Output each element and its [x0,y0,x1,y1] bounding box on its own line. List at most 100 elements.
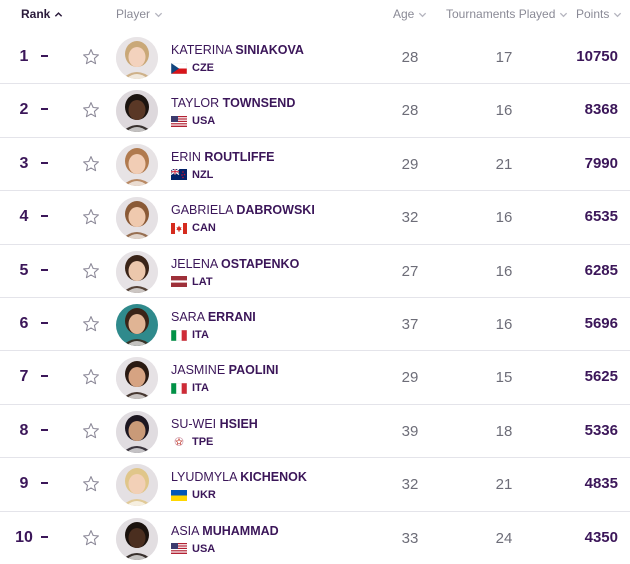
rank-movement-indicator [41,322,48,324]
player-age: 33 [401,529,419,547]
player-name-link[interactable]: ASIA MUHAMMAD [171,524,279,538]
player-avatar[interactable] [116,197,158,240]
table-row[interactable]: 3 ERIN ROUTLIFFE NZL 29 21 7990 [0,138,630,192]
player-avatar[interactable] [116,357,158,400]
player-country: TPE [171,436,213,448]
favorite-star-icon[interactable] [82,475,100,493]
player-age: 28 [401,49,419,66]
player-name-link[interactable]: SU-WEI HSIEH [171,417,258,431]
country-code: ITA [192,382,209,395]
country-flag-icon [171,489,187,501]
player-last-name: SINIAKOVA [235,43,304,57]
player-name-link[interactable]: GABRIELA DABROWSKI [171,203,315,217]
player-avatar[interactable] [116,250,158,293]
table-row[interactable]: 6 SARA ERRANI ITA 37 16 5696 [0,298,630,352]
rank-number: 10 [15,528,33,546]
age-column-header[interactable]: Age [393,7,427,21]
player-age: 32 [401,476,419,494]
table-row[interactable]: 8 SU-WEI HSIEH TPE 39 18 5336 [0,405,630,459]
points-column-header[interactable]: Points [576,7,622,21]
player-avatar[interactable] [116,410,158,453]
player-first-name: TAYLOR [171,96,220,111]
player-last-name: KICHENOK [240,470,307,485]
tournaments-played: 18 [495,422,513,440]
rank-movement-indicator [41,215,48,218]
player-first-name: SU-WEI [171,416,217,431]
table-row[interactable]: 2 TAYLOR TOWNSEND USA 28 16 8368 [0,84,630,138]
country-flag-icon [171,436,187,448]
player-avatar[interactable] [116,90,158,133]
tournaments-played: 21 [495,476,513,494]
player-country: USA [171,115,215,127]
table-row[interactable]: 1 KATERINA SINIAKOVA CZE 28 17 10750 [0,31,630,85]
favorite-star-icon[interactable] [82,368,100,386]
player-country: NZL [171,169,213,181]
player-first-name: LYUDMYLA [171,470,237,485]
player-name-link[interactable]: SARA ERRANI [171,310,256,324]
country-flag-icon [171,276,187,288]
player-first-name: GABRIELA [171,203,233,218]
chevron-down-icon [154,12,163,17]
player-last-name: HSIEH [219,416,258,431]
country-code: USA [192,542,216,555]
table-row[interactable]: 5 JELENA OSTAPENKO LAT 27 16 6285 [0,245,630,298]
rank-movement-indicator [41,161,48,164]
player-last-name: OSTAPENKO [221,256,300,271]
country-flag-icon [171,115,187,127]
country-code: UKR [192,489,216,502]
table-row[interactable]: 9 LYUDMYLA KICHENOK UKR 32 21 4835 [0,458,630,512]
player-name-link[interactable]: KATERINA SINIAKOVA [171,43,304,57]
player-country: USA [171,543,215,555]
player-name-link[interactable]: TAYLOR TOWNSEND [171,96,295,110]
rank-movement-indicator [41,375,48,378]
favorite-star-icon[interactable] [82,262,100,280]
table-row[interactable]: 7 JASMINE PAOLINI ITA 29 15 5625 [0,351,630,405]
chevron-up-icon [55,11,63,17]
player-avatar[interactable] [116,143,158,186]
player-points: 4835 [584,475,618,493]
rank-column-header[interactable]: Rank [21,7,63,21]
player-avatar[interactable] [116,37,158,79]
player-name-link[interactable]: JASMINE PAOLINI [171,363,278,377]
player-points: 5336 [584,421,618,439]
table-row[interactable]: 4 GABRIELA DABROWSKI CAN 32 16 6535 [0,191,630,245]
rank-number: 1 [19,48,29,65]
player-avatar[interactable] [116,304,158,346]
player-name-link[interactable]: LYUDMYLA KICHENOK [171,470,307,484]
player-avatar[interactable] [116,464,158,507]
country-code: USA [192,115,216,128]
rank-number: 7 [19,368,29,386]
chevron-down-icon [560,12,568,17]
favorite-star-icon[interactable] [82,422,100,440]
player-last-name: ROUTLIFFE [204,149,275,164]
player-points: 5696 [584,315,618,332]
tournaments-column-header[interactable]: Tournaments Played [446,7,568,21]
player-last-name: DABROWSKI [236,203,315,218]
rank-movement-indicator [41,55,48,57]
favorite-star-icon[interactable] [82,315,100,333]
player-name-link[interactable]: ERIN ROUTLIFFE [171,150,275,164]
player-last-name: ERRANI [207,310,256,324]
player-country: LAT [171,276,213,288]
player-country: ITA [171,329,209,341]
player-country: CAN [171,222,216,234]
table-row[interactable]: 10 ASIA MUHAMMAD USA 33 24 4350 [0,512,630,564]
country-flag-icon [171,329,187,341]
favorite-star-icon[interactable] [82,155,100,173]
player-column-header[interactable]: Player [116,7,163,21]
player-avatar[interactable] [116,517,158,560]
country-code: CAN [192,222,216,235]
player-country: CZE [171,62,214,74]
favorite-star-icon[interactable] [82,101,100,119]
favorite-star-icon[interactable] [82,208,100,226]
player-age: 29 [401,155,419,173]
player-points: 10750 [576,48,618,65]
chevron-down-icon [614,12,622,17]
favorite-star-icon[interactable] [82,48,100,66]
country-code: LAT [192,275,213,288]
player-points: 6285 [584,261,618,279]
player-name-link[interactable]: JELENA OSTAPENKO [171,257,299,271]
favorite-star-icon[interactable] [82,529,100,547]
rank-movement-indicator [41,108,48,111]
tournaments-played: 16 [495,209,513,227]
